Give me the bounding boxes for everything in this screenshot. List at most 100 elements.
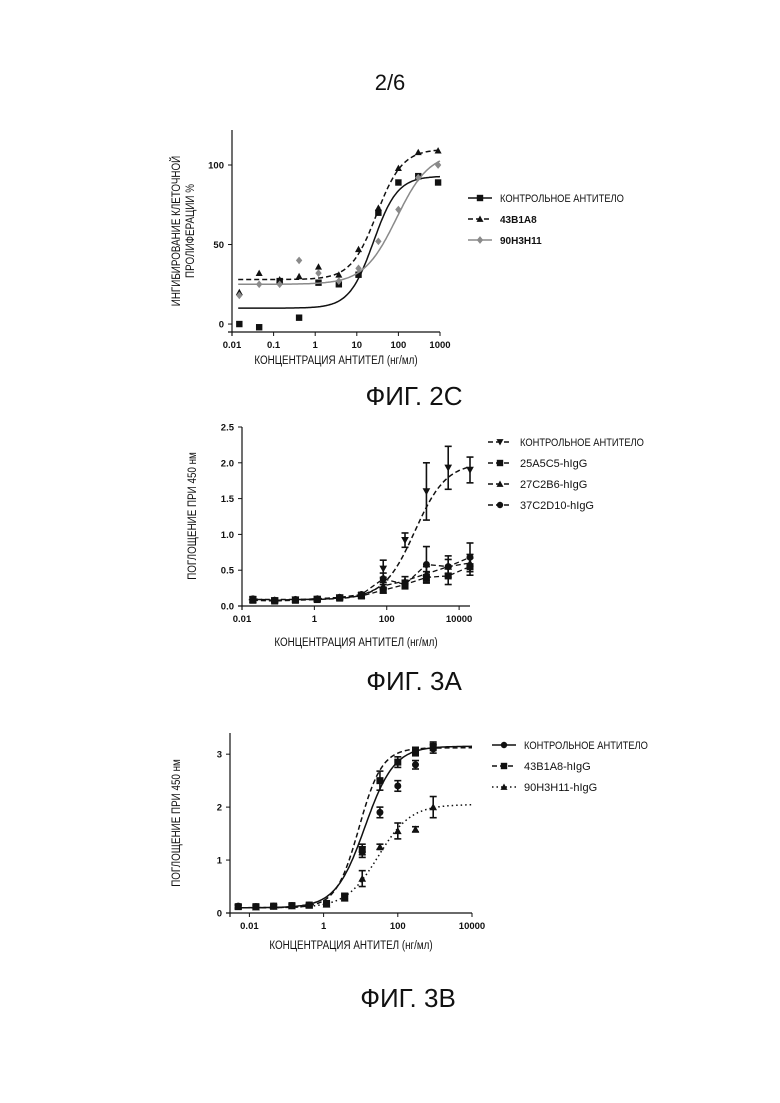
y-tick-label: 0.0 <box>221 602 234 613</box>
data-point <box>445 563 452 570</box>
x-tick-label: 0.1 <box>267 340 281 351</box>
data-point <box>435 161 441 169</box>
y-tick-label: 50 <box>213 240 224 251</box>
x-tick-label: 1 <box>313 340 319 351</box>
y-tick-label: 1 <box>217 856 223 867</box>
figure-caption: ФИГ. 2С <box>365 381 462 411</box>
data-point <box>423 561 430 568</box>
fit-curve <box>237 746 472 907</box>
legend-marker <box>501 763 507 769</box>
y-tick-label: 2.0 <box>221 458 234 469</box>
series-1 <box>235 742 472 910</box>
x-axis-label: КОНЦЕНТРАЦИЯ АНТИТЕЛ (нг/мл) <box>254 354 417 367</box>
data-point <box>466 467 474 474</box>
x-tick-label: 100 <box>390 921 406 932</box>
y-axis-label-line: ИНГИБИРОВАНИЕ КЛЕТОЧНОЙ <box>169 156 183 306</box>
data-point <box>315 263 322 269</box>
data-point <box>375 204 382 210</box>
y-tick-label: 0.5 <box>221 566 235 577</box>
fit-curve <box>238 161 440 284</box>
legend-label: 27C2B6-hIgG <box>520 479 587 491</box>
series-0 <box>235 745 472 911</box>
x-tick-label: 10 <box>352 340 363 351</box>
figure-2c: 0 50 100 0.01 0.1 1 10 100 1000 КОНЦЕНТРАЦИЯ АНТИ… <box>169 130 624 411</box>
data-point <box>430 743 437 750</box>
series-1 <box>236 147 442 295</box>
data-point <box>355 246 362 252</box>
data-point <box>379 566 387 573</box>
y-axis-label: ИНГИБИРОВАНИЕ КЛЕТОЧНОЙПРОЛИФЕРАЦИИ % <box>169 156 197 306</box>
figure-caption: ФИГ. 3А <box>366 666 462 696</box>
data-point <box>444 465 452 472</box>
data-point <box>336 594 343 601</box>
y-tick-label: 0 <box>217 909 222 920</box>
fit-curve <box>238 177 440 309</box>
data-point <box>423 488 431 495</box>
fit-curve <box>237 805 472 908</box>
legend-label: КОНТРОЛЬНОЕ АНТИТЕЛО <box>524 740 648 752</box>
x-tick-label: 1000 <box>429 340 450 351</box>
data-point <box>359 846 366 853</box>
x-tick-label: 100 <box>390 340 406 351</box>
x-axis-label: КОНЦЕНТРАЦИЯ АНТИТЕЛ (нг/мл) <box>274 636 437 649</box>
fit-curve <box>238 150 440 280</box>
data-point <box>415 149 422 155</box>
y-axis-label-line: ПРОЛИФЕРАЦИИ % <box>184 184 197 278</box>
legend-label: 25A5C5-hIgG <box>520 458 587 470</box>
y-tick-label: 100 <box>208 160 224 171</box>
figure-3a: 0.00.51.01.52.02.50.01110010000КОНЦЕНТРА… <box>186 423 644 697</box>
x-tick-label: 1 <box>321 921 327 932</box>
data-point <box>467 554 474 561</box>
data-point <box>395 206 401 214</box>
data-point <box>358 875 366 882</box>
legend-label: 43B1A8-hIgG <box>524 761 591 773</box>
y-axis-label-line: ПОГЛОЩЕНИЕ ПРИ 450 нм <box>186 452 199 580</box>
data-point <box>256 324 262 330</box>
data-point <box>394 782 401 789</box>
x-tick-label: 0.01 <box>233 614 252 625</box>
figures-canvas: 0501000.010.11101001000КОНЦЕНТРАЦИЯ АНТИ… <box>0 0 780 1103</box>
data-point <box>236 321 242 327</box>
legend-label: 43B1A8 <box>500 215 537 226</box>
data-point <box>296 314 302 320</box>
data-point <box>271 597 278 604</box>
y-tick-label: 1.5 <box>221 494 235 505</box>
data-point <box>376 777 383 784</box>
series-0 <box>249 446 474 604</box>
data-point <box>292 596 299 603</box>
data-point <box>296 273 303 279</box>
y-tick-label: 1.0 <box>221 530 234 541</box>
data-point <box>401 537 409 544</box>
data-point <box>375 237 381 245</box>
y-tick-label: 3 <box>217 750 222 761</box>
data-point <box>395 179 401 185</box>
data-point <box>249 595 256 602</box>
data-point <box>380 575 387 582</box>
data-point <box>315 269 321 277</box>
data-point <box>394 827 402 834</box>
series-0 <box>236 173 441 331</box>
legend-marker <box>497 460 503 466</box>
data-point <box>376 809 383 816</box>
x-tick-label: 10000 <box>446 614 472 625</box>
fit-curve <box>249 467 470 600</box>
y-tick-label: 0 <box>219 320 224 331</box>
series-3 <box>249 543 473 604</box>
data-point <box>256 270 263 276</box>
x-tick-label: 0.01 <box>223 340 242 351</box>
x-axis-label: КОНЦЕНТРАЦИЯ АНТИТЕЛ (нг/мл) <box>269 939 432 952</box>
data-point <box>402 581 409 588</box>
data-point <box>412 761 419 768</box>
y-axis-label: ПОГЛОЩЕНИЕ ПРИ 450 нм <box>186 452 199 580</box>
data-point <box>236 292 242 300</box>
legend-label: 90H3H11 <box>500 236 542 247</box>
y-axis-label: ПОГЛОЩЕНИЕ ПРИ 450 нм <box>170 759 183 887</box>
data-point <box>394 759 401 766</box>
legend-label: 90H3H11-hIgG <box>524 782 597 794</box>
figure-caption: ФИГ. 3В <box>360 983 456 1013</box>
legend-marker <box>497 502 503 508</box>
y-tick-label: 2.5 <box>221 423 235 434</box>
series-2 <box>234 797 472 911</box>
data-point <box>412 748 419 755</box>
data-point <box>296 257 302 265</box>
